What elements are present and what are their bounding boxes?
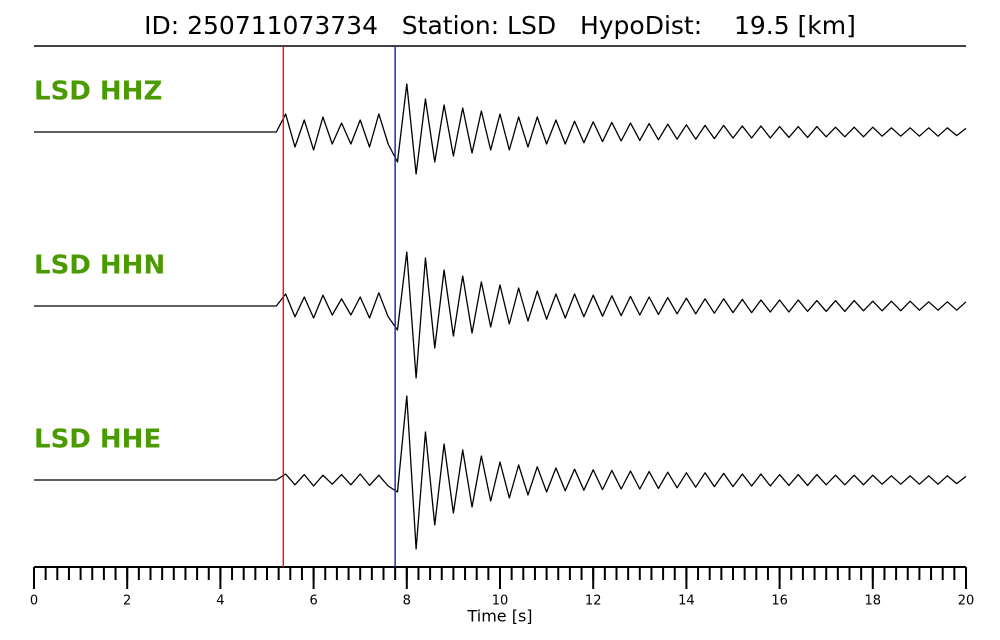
x-tick-label: 16 bbox=[771, 594, 788, 609]
x-tick-label: 18 bbox=[865, 594, 882, 609]
waveform bbox=[34, 83, 967, 175]
channel-label: LSD HHN bbox=[34, 251, 165, 281]
channel-label: LSD HHZ bbox=[34, 77, 162, 107]
x-tick-label: 6 bbox=[309, 594, 317, 609]
x-tick-label: 2 bbox=[123, 594, 131, 609]
x-tick-label: 12 bbox=[585, 594, 602, 609]
waveform bbox=[34, 251, 967, 379]
x-axis-label: Time [s] bbox=[466, 607, 532, 626]
channel-label: LSD HHE bbox=[34, 425, 161, 455]
x-tick-label: 10 bbox=[492, 594, 509, 609]
waveform bbox=[34, 395, 967, 550]
x-tick-label: 20 bbox=[958, 594, 975, 609]
x-tick-label: 8 bbox=[403, 594, 411, 609]
chart-title: ID: 250711073734 Station: LSD HypoDist: … bbox=[144, 11, 856, 40]
x-tick-label: 14 bbox=[678, 594, 695, 609]
x-tick-label: 0 bbox=[30, 594, 38, 609]
x-tick-label: 4 bbox=[216, 594, 224, 609]
